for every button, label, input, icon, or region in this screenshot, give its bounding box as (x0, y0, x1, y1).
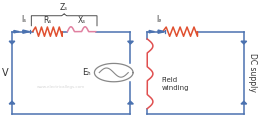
Polygon shape (149, 31, 154, 33)
Polygon shape (128, 41, 133, 44)
Polygon shape (128, 101, 133, 104)
Text: www.electricallegs.com: www.electricallegs.com (37, 85, 85, 89)
Text: Eₕ: Eₕ (82, 68, 90, 77)
Polygon shape (158, 30, 165, 33)
Text: Zₛ: Zₛ (60, 3, 68, 12)
Text: Rₛ: Rₛ (43, 16, 51, 25)
Polygon shape (9, 41, 15, 44)
Polygon shape (14, 31, 19, 33)
Polygon shape (9, 101, 15, 104)
Text: Field: Field (161, 77, 178, 83)
Text: Iₛ: Iₛ (21, 15, 26, 24)
Polygon shape (23, 30, 29, 33)
Text: V: V (2, 68, 9, 78)
Text: Xₛ: Xₛ (77, 16, 86, 25)
Polygon shape (241, 101, 247, 104)
Polygon shape (241, 41, 247, 44)
Text: DC supply: DC supply (248, 53, 257, 92)
Text: Iₑ: Iₑ (156, 15, 161, 24)
Text: winding: winding (161, 85, 189, 92)
